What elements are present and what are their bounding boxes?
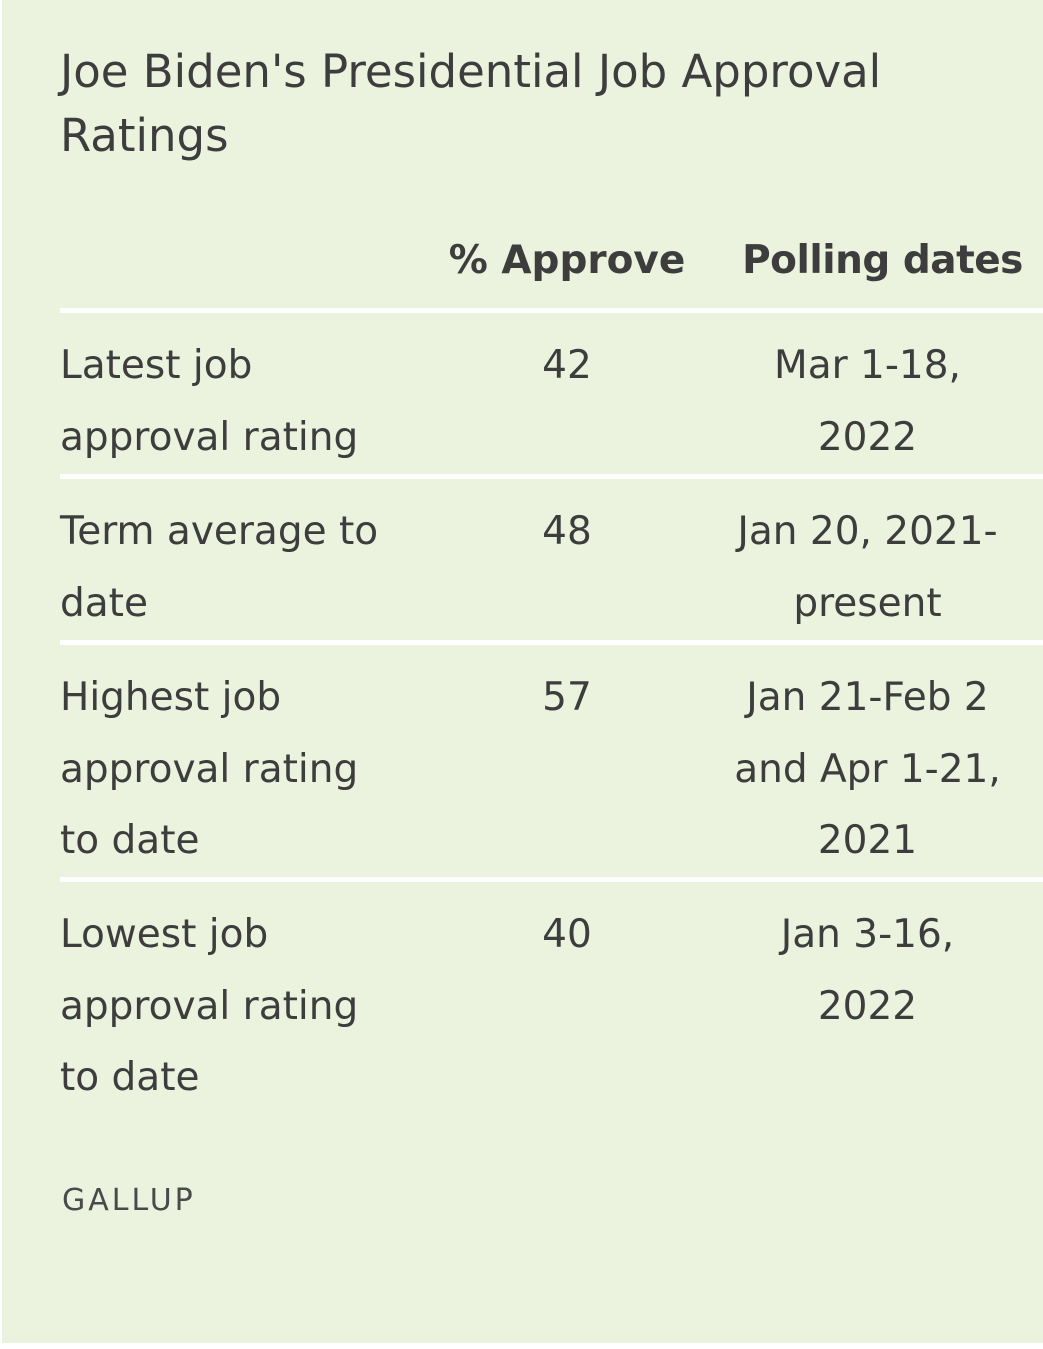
approve-value: 40 [542,912,592,957]
row-label: Highest job approval rating to date [60,675,359,863]
approve-value: 57 [542,675,592,720]
table-row-lowest: Lowest job approval rating to date 40 Ja… [60,882,1043,1109]
table-row-term-average: Term average to date 48 Jan 20, 2021- pr… [60,479,1043,645]
polling-dates-value: Mar 1-18, 2022 [774,343,961,460]
approve-value: 48 [542,509,592,554]
column-header-polling-dates: Polling dates [742,238,1023,283]
polling-dates-value: Jan 20, 2021- present [737,509,998,626]
approve-value: 42 [542,343,592,388]
table-header: % Approve Polling dates [60,222,1043,313]
column-header-approve: % Approve [448,238,686,283]
row-label: Lowest job approval rating to date [60,912,359,1100]
table-row-highest: Highest job approval rating to date 57 J… [60,645,1043,882]
polling-dates-value: Jan 21-Feb 2 and Apr 1-21, 2021 [734,675,1001,863]
row-label: Term average to date [60,509,379,626]
chart-title: Joe Biden's Presidential Job Approval Ra… [60,45,882,162]
source-gallup: GALLUP [62,1183,196,1218]
table-row-latest: Latest job approval rating 42 Mar 1-18, … [60,313,1043,479]
row-label: Latest job approval rating [60,343,359,460]
polling-dates-value: Jan 3-16, 2022 [780,912,955,1029]
approval-table: % Approve Polling dates Latest job appro… [60,222,1043,1109]
